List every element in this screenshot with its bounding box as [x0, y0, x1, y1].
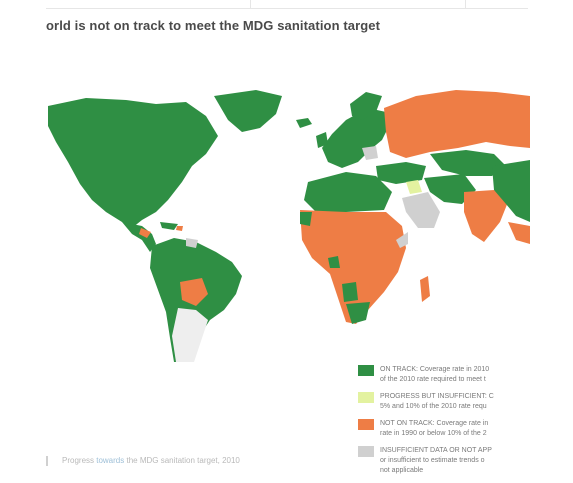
- legend-swatch: [358, 365, 374, 376]
- region-southeast-asia: [508, 222, 530, 244]
- region-middle-east: [376, 162, 426, 184]
- region-somalia: [396, 232, 408, 248]
- region-europe: [322, 108, 390, 168]
- region-china: [492, 160, 530, 222]
- region-central-america: [122, 222, 156, 252]
- region-india: [464, 190, 508, 242]
- region-west-sahara: [300, 212, 312, 226]
- region-honduras: [139, 228, 151, 238]
- caption-highlight: towards: [96, 456, 125, 466]
- region-uk: [316, 132, 328, 148]
- region-haiti: [176, 226, 183, 231]
- caption-text: Progress: [62, 456, 97, 466]
- region-caribbean: [160, 222, 178, 230]
- map-legend: ON TRACK: Coverage rate in 2010 of the 2…: [356, 365, 531, 483]
- top-divider: [465, 0, 466, 8]
- legend-item-insufficient: PROGRESS BUT INSUFFICIENT: C 5% and 10% …: [356, 392, 531, 418]
- region-north-america: [48, 98, 218, 228]
- map-title: orld is not on track to meet the MDG san…: [46, 18, 381, 33]
- region-subsaharan-africa: [300, 210, 406, 324]
- region-north-africa: [304, 172, 392, 212]
- region-madagascar: [420, 276, 430, 302]
- legend-item-on-track: ON TRACK: Coverage rate in 2010 of the 2…: [356, 365, 531, 391]
- caption-text-end: the MDG sanitation target, 2010: [124, 456, 240, 466]
- region-botswana-namibia: [342, 282, 358, 302]
- legend-item-not-on-track: NOT ON TRACK: Coverage rate in rate in 1…: [356, 419, 531, 445]
- region-south-africa: [346, 302, 370, 324]
- region-bolivia: [180, 278, 208, 306]
- region-iraq: [406, 180, 422, 194]
- region-gabon: [328, 256, 340, 268]
- top-border: [46, 0, 528, 9]
- region-russia: [384, 90, 530, 158]
- caption-marker: [46, 456, 48, 466]
- region-greenland: [214, 90, 282, 132]
- region-central-asia: [430, 150, 506, 176]
- world-map: [46, 62, 530, 362]
- legend-label: PROGRESS BUT INSUFFICIENT: C 5% and 10% …: [380, 393, 494, 410]
- legend-swatch: [358, 419, 374, 430]
- legend-label: ON TRACK: Coverage rate in 2010 of the 2…: [380, 366, 490, 383]
- region-scandinavia: [350, 92, 382, 120]
- legend-label: NOT ON TRACK: Coverage rate in rate in 1…: [380, 420, 489, 437]
- region-iran-pakistan: [424, 174, 476, 204]
- top-divider: [250, 0, 251, 8]
- legend-item-insufficient-data: INSUFFICIENT DATA OR NOT APP or insuffic…: [356, 446, 531, 482]
- legend-swatch: [358, 392, 374, 403]
- legend-swatch: [358, 446, 374, 457]
- region-balkans: [362, 146, 378, 160]
- region-southern-cone: [172, 308, 208, 362]
- legend-label: INSUFFICIENT DATA OR NOT APP or insuffic…: [380, 447, 492, 474]
- map-caption: Progress towards the MDG sanitation targ…: [46, 456, 240, 466]
- region-arabia: [402, 192, 440, 228]
- region-iceland: [296, 118, 312, 128]
- region-guianas: [186, 238, 198, 248]
